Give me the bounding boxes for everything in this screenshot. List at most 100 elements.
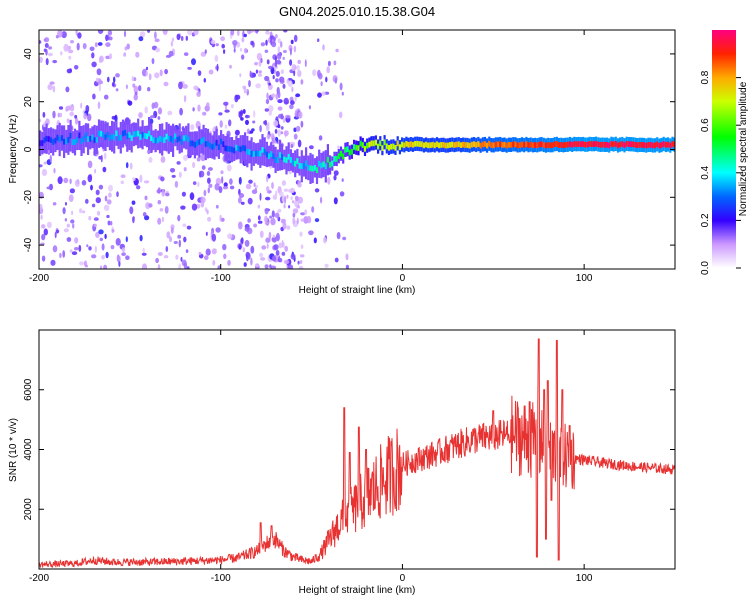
ridge-core bbox=[562, 142, 565, 149]
ridge-core bbox=[531, 142, 534, 149]
snr-marks bbox=[39, 338, 675, 569]
noise-speckle bbox=[327, 176, 331, 185]
noise-speckle bbox=[164, 68, 169, 75]
noise-speckle bbox=[148, 156, 153, 163]
noise-speckle bbox=[197, 70, 202, 76]
noise-speckle bbox=[65, 202, 67, 206]
noise-speckle bbox=[260, 257, 266, 261]
noise-speckle bbox=[264, 264, 269, 269]
ridge-core bbox=[590, 141, 593, 147]
ridge-core bbox=[492, 142, 495, 149]
ridge-core bbox=[660, 142, 663, 148]
noise-speckle bbox=[197, 104, 201, 112]
noise-speckle bbox=[81, 180, 87, 186]
noise-speckle bbox=[43, 228, 48, 236]
noise-speckle bbox=[186, 225, 192, 230]
noise-speckle bbox=[238, 111, 243, 119]
noise-speckle bbox=[286, 194, 289, 199]
noise-speckle bbox=[265, 196, 271, 201]
noise-speckle bbox=[125, 255, 130, 260]
noise-speckle bbox=[295, 125, 301, 132]
ridge-core bbox=[422, 142, 425, 149]
snr-series-line bbox=[39, 338, 675, 569]
noise-speckle bbox=[282, 83, 286, 89]
ridge-core bbox=[425, 141, 428, 148]
noise-speckle bbox=[167, 110, 173, 116]
colorbar-gradient bbox=[712, 30, 736, 268]
noise-speckle bbox=[238, 221, 243, 230]
ridge-core bbox=[582, 141, 585, 147]
noise-speckle bbox=[115, 73, 120, 78]
noise-speckle bbox=[245, 119, 249, 125]
ridge-core bbox=[573, 141, 576, 147]
noise-speckle bbox=[86, 244, 89, 248]
ridge-core bbox=[226, 145, 229, 152]
noise-speckle bbox=[74, 114, 78, 119]
y-tick-label: -20 bbox=[23, 190, 34, 205]
ridge-core bbox=[339, 150, 343, 157]
noise-speckle bbox=[138, 36, 144, 42]
noise-speckle bbox=[206, 209, 209, 215]
ridge-core bbox=[318, 160, 321, 167]
noise-speckle bbox=[87, 160, 93, 169]
noise-speckle bbox=[170, 227, 174, 234]
noise-speckle bbox=[159, 208, 164, 212]
ridge-core bbox=[41, 140, 44, 146]
ridge-core bbox=[405, 141, 408, 147]
noise-speckle bbox=[46, 221, 52, 229]
noise-speckle bbox=[227, 233, 233, 240]
noise-speckle bbox=[136, 185, 141, 190]
ridge-core bbox=[307, 164, 310, 171]
noise-speckle bbox=[275, 93, 279, 100]
noise-speckle bbox=[271, 93, 276, 98]
noise-speckle bbox=[139, 31, 146, 38]
noise-speckle bbox=[198, 251, 202, 256]
ridge-core bbox=[597, 141, 600, 148]
noise-speckle bbox=[120, 174, 126, 178]
noise-speckle bbox=[129, 206, 134, 215]
noise-speckle bbox=[270, 217, 276, 226]
ridge-core bbox=[390, 143, 393, 150]
noise-speckle bbox=[260, 42, 266, 47]
noise-speckle bbox=[95, 189, 100, 196]
noise-speckle bbox=[318, 135, 323, 141]
ridge-core bbox=[313, 165, 316, 171]
noise-speckle bbox=[206, 102, 210, 108]
ridge-core bbox=[512, 141, 515, 148]
ridge-core bbox=[673, 141, 675, 148]
ridge-core bbox=[610, 141, 613, 147]
noise-speckle bbox=[252, 120, 256, 124]
ridge-core bbox=[91, 134, 94, 141]
ridge-core bbox=[592, 141, 596, 147]
ridge-core bbox=[510, 142, 513, 148]
noise-speckle bbox=[202, 111, 207, 116]
ridge-core bbox=[401, 141, 404, 148]
noise-speckle bbox=[275, 232, 280, 241]
noise-speckle bbox=[239, 73, 242, 78]
noise-speckle bbox=[290, 39, 294, 45]
noise-speckle bbox=[183, 262, 188, 269]
snr-x-axis: -200 -100 0 100 bbox=[29, 330, 593, 584]
noise-speckle bbox=[269, 264, 272, 269]
noise-speckle bbox=[233, 48, 236, 53]
noise-speckle bbox=[41, 233, 46, 241]
ridge-core bbox=[156, 137, 159, 144]
ridge-core bbox=[671, 141, 674, 147]
noise-speckle bbox=[271, 236, 277, 243]
noise-speckle bbox=[289, 104, 294, 110]
ridge-core bbox=[268, 153, 271, 160]
y-tick-label: 0 bbox=[23, 146, 34, 152]
noise-speckle bbox=[110, 245, 115, 250]
x-tick-label: 0 bbox=[400, 573, 406, 584]
noise-speckle bbox=[94, 245, 98, 253]
ridge-core bbox=[564, 142, 567, 148]
ridge-core bbox=[523, 142, 526, 148]
ridge-core bbox=[331, 160, 334, 167]
noise-speckle bbox=[99, 55, 104, 63]
noise-speckle bbox=[274, 212, 280, 219]
noise-speckle bbox=[135, 51, 140, 58]
ridge-core bbox=[202, 136, 205, 143]
noise-speckle bbox=[339, 82, 343, 91]
ridge-core bbox=[320, 162, 323, 169]
noise-speckle bbox=[232, 40, 238, 46]
